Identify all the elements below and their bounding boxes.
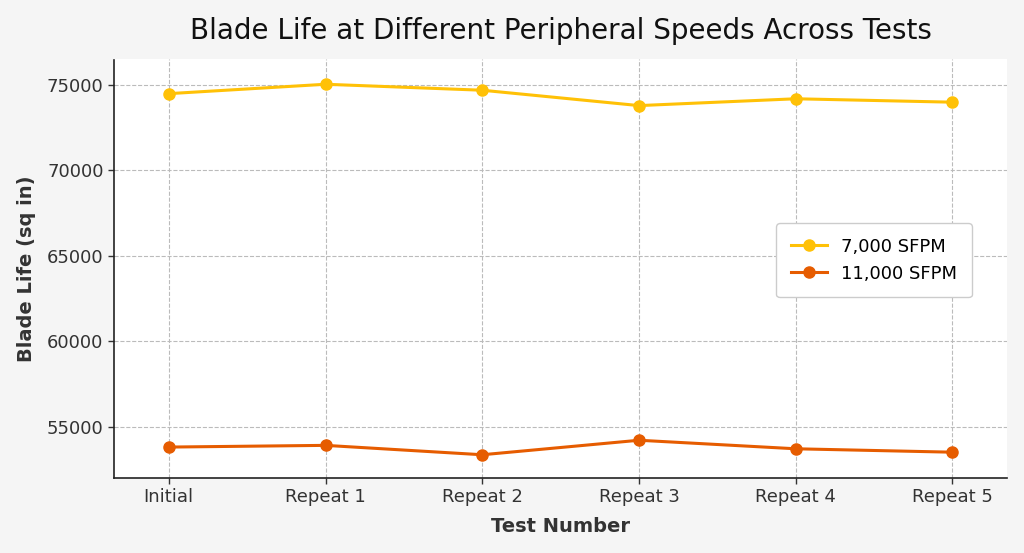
11,000 SFPM bbox=[946, 449, 958, 456]
Legend: 7,000 SFPM, 11,000 SFPM: 7,000 SFPM, 11,000 SFPM bbox=[776, 223, 972, 298]
7,000 SFPM bbox=[633, 102, 645, 109]
Line: 11,000 SFPM: 11,000 SFPM bbox=[163, 435, 958, 460]
11,000 SFPM bbox=[476, 451, 488, 458]
7,000 SFPM bbox=[476, 87, 488, 93]
11,000 SFPM bbox=[633, 437, 645, 444]
11,000 SFPM bbox=[163, 444, 175, 450]
7,000 SFPM bbox=[790, 96, 802, 102]
7,000 SFPM bbox=[319, 81, 332, 87]
7,000 SFPM bbox=[946, 99, 958, 106]
7,000 SFPM bbox=[163, 90, 175, 97]
Title: Blade Life at Different Peripheral Speeds Across Tests: Blade Life at Different Peripheral Speed… bbox=[189, 17, 932, 45]
X-axis label: Test Number: Test Number bbox=[492, 518, 630, 536]
Y-axis label: Blade Life (sq in): Blade Life (sq in) bbox=[16, 175, 36, 362]
11,000 SFPM bbox=[790, 446, 802, 452]
11,000 SFPM bbox=[319, 442, 332, 448]
Line: 7,000 SFPM: 7,000 SFPM bbox=[163, 79, 958, 111]
